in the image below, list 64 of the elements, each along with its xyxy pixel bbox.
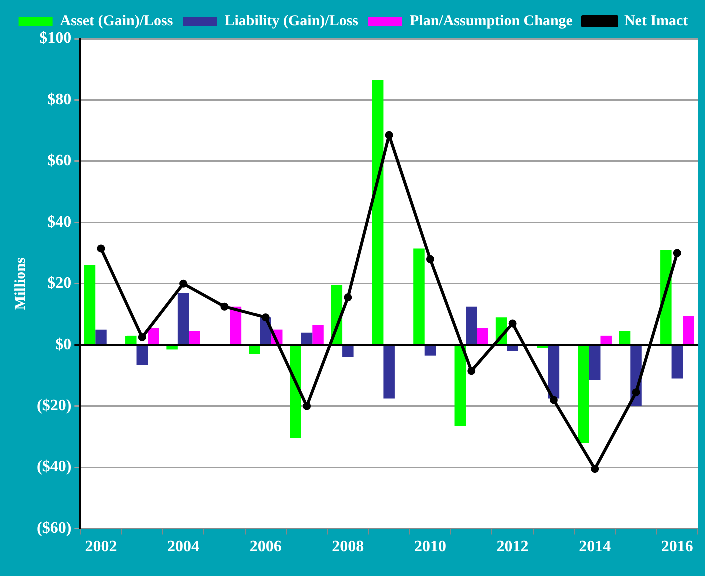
point [220,302,229,311]
bar [342,346,354,358]
legend-label: Plan/Assumption Change [410,13,574,30]
bar [290,346,302,438]
bar [548,346,560,399]
point [385,131,394,140]
point [138,333,146,342]
bar [672,346,684,379]
x-tick-label: 2016 [661,538,694,556]
point [426,255,434,264]
y-tick-label: ($20) [37,397,72,414]
point [632,388,640,397]
bar [136,346,148,366]
y-tick-label: $60 [48,152,72,170]
bar [600,336,612,344]
point [303,402,312,410]
legend-label: Net Imact [624,13,688,30]
x-tick-label: 2006 [250,538,282,556]
x-tick-label: 2014 [579,538,612,556]
y-tick-label: $0 [56,336,72,354]
bar [312,325,324,344]
y-tick-label: $80 [48,91,72,108]
x-tick-label: 2002 [85,538,118,556]
y-axis-title: Millions [12,257,29,310]
y-tick-label: ($40) [37,458,72,476]
y-tick-label: ($60) [37,520,72,537]
bar [424,346,436,356]
point [508,320,517,328]
point [468,367,476,376]
bar [454,346,466,426]
x-tick-label: 2004 [168,538,200,556]
legend-label: Asset (Gain)/Loss [60,13,174,30]
bar [148,328,160,344]
bar [589,346,601,380]
bar [414,248,425,344]
point [550,396,558,404]
point [591,465,600,474]
x-tick-label: 2012 [496,538,529,556]
bar [96,330,107,344]
bar [301,332,313,344]
bar [166,346,178,350]
bar [466,306,478,344]
y-tick-label: $100 [40,30,72,48]
bar [477,328,489,344]
bar [619,331,631,344]
point [180,280,188,288]
bar [578,346,590,444]
bar [384,346,395,399]
bar [189,331,200,344]
y-tick-label: $20 [48,275,72,292]
bar [178,293,190,344]
x-tick-label: 2008 [332,538,364,556]
point [344,294,352,302]
bar [683,316,694,344]
bar [507,346,518,352]
legend-label: Liability (Gain)/Loss [224,13,359,30]
bar [126,336,137,344]
bar [84,266,96,344]
y-tick-label: $40 [48,214,72,231]
x-tick-label: 2010 [414,538,446,556]
bar [248,346,260,354]
point [97,244,106,253]
point [262,314,270,322]
point [673,249,682,258]
